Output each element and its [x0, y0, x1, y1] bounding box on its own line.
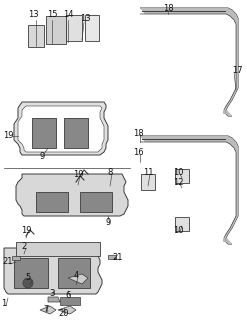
- Text: 10: 10: [173, 167, 183, 177]
- Polygon shape: [60, 297, 80, 305]
- Bar: [28, 25, 44, 47]
- Polygon shape: [4, 248, 102, 294]
- Text: 13: 13: [28, 10, 38, 19]
- Bar: [66, 15, 82, 41]
- Polygon shape: [40, 306, 56, 314]
- Text: 11: 11: [143, 167, 153, 177]
- Bar: [85, 15, 99, 41]
- Text: 18: 18: [133, 129, 143, 138]
- Text: 3: 3: [49, 289, 55, 298]
- Text: 9: 9: [39, 151, 45, 161]
- Polygon shape: [140, 136, 238, 244]
- Text: 16: 16: [133, 148, 143, 156]
- Polygon shape: [14, 258, 48, 288]
- Text: 1: 1: [1, 300, 7, 308]
- Bar: [141, 174, 155, 190]
- Text: 2: 2: [21, 242, 27, 251]
- Text: 12: 12: [173, 178, 183, 187]
- Polygon shape: [12, 256, 20, 260]
- Polygon shape: [18, 106, 104, 152]
- Text: 7: 7: [43, 306, 49, 315]
- Text: 19: 19: [73, 170, 83, 179]
- Polygon shape: [14, 102, 108, 155]
- Text: 14: 14: [63, 10, 73, 19]
- Bar: [175, 217, 189, 231]
- Polygon shape: [58, 306, 76, 314]
- Text: 6: 6: [65, 291, 71, 300]
- Polygon shape: [16, 174, 128, 216]
- Polygon shape: [58, 258, 90, 288]
- Polygon shape: [68, 274, 88, 284]
- Polygon shape: [80, 192, 112, 212]
- Polygon shape: [140, 8, 238, 116]
- Polygon shape: [48, 297, 60, 302]
- Text: 5: 5: [25, 274, 31, 283]
- Text: 15: 15: [47, 10, 57, 19]
- Text: 20: 20: [59, 308, 69, 317]
- Polygon shape: [16, 242, 100, 256]
- Text: 9: 9: [105, 218, 111, 227]
- Text: 19: 19: [21, 226, 31, 235]
- Polygon shape: [108, 255, 116, 259]
- Polygon shape: [32, 118, 56, 148]
- Text: 18: 18: [163, 4, 173, 12]
- Text: 21: 21: [113, 253, 123, 262]
- Ellipse shape: [23, 278, 33, 288]
- Text: 10: 10: [173, 226, 183, 235]
- Polygon shape: [140, 8, 238, 116]
- Bar: [46, 16, 66, 44]
- Text: 21: 21: [3, 258, 13, 267]
- Text: 8: 8: [107, 167, 113, 177]
- Polygon shape: [64, 118, 88, 148]
- Bar: [175, 169, 189, 183]
- Polygon shape: [140, 142, 236, 242]
- Text: 4: 4: [73, 271, 79, 281]
- Polygon shape: [140, 14, 236, 114]
- Text: 19: 19: [3, 131, 13, 140]
- Text: 17: 17: [232, 66, 242, 75]
- Text: 13: 13: [80, 13, 90, 22]
- Polygon shape: [140, 136, 238, 244]
- Polygon shape: [36, 192, 68, 212]
